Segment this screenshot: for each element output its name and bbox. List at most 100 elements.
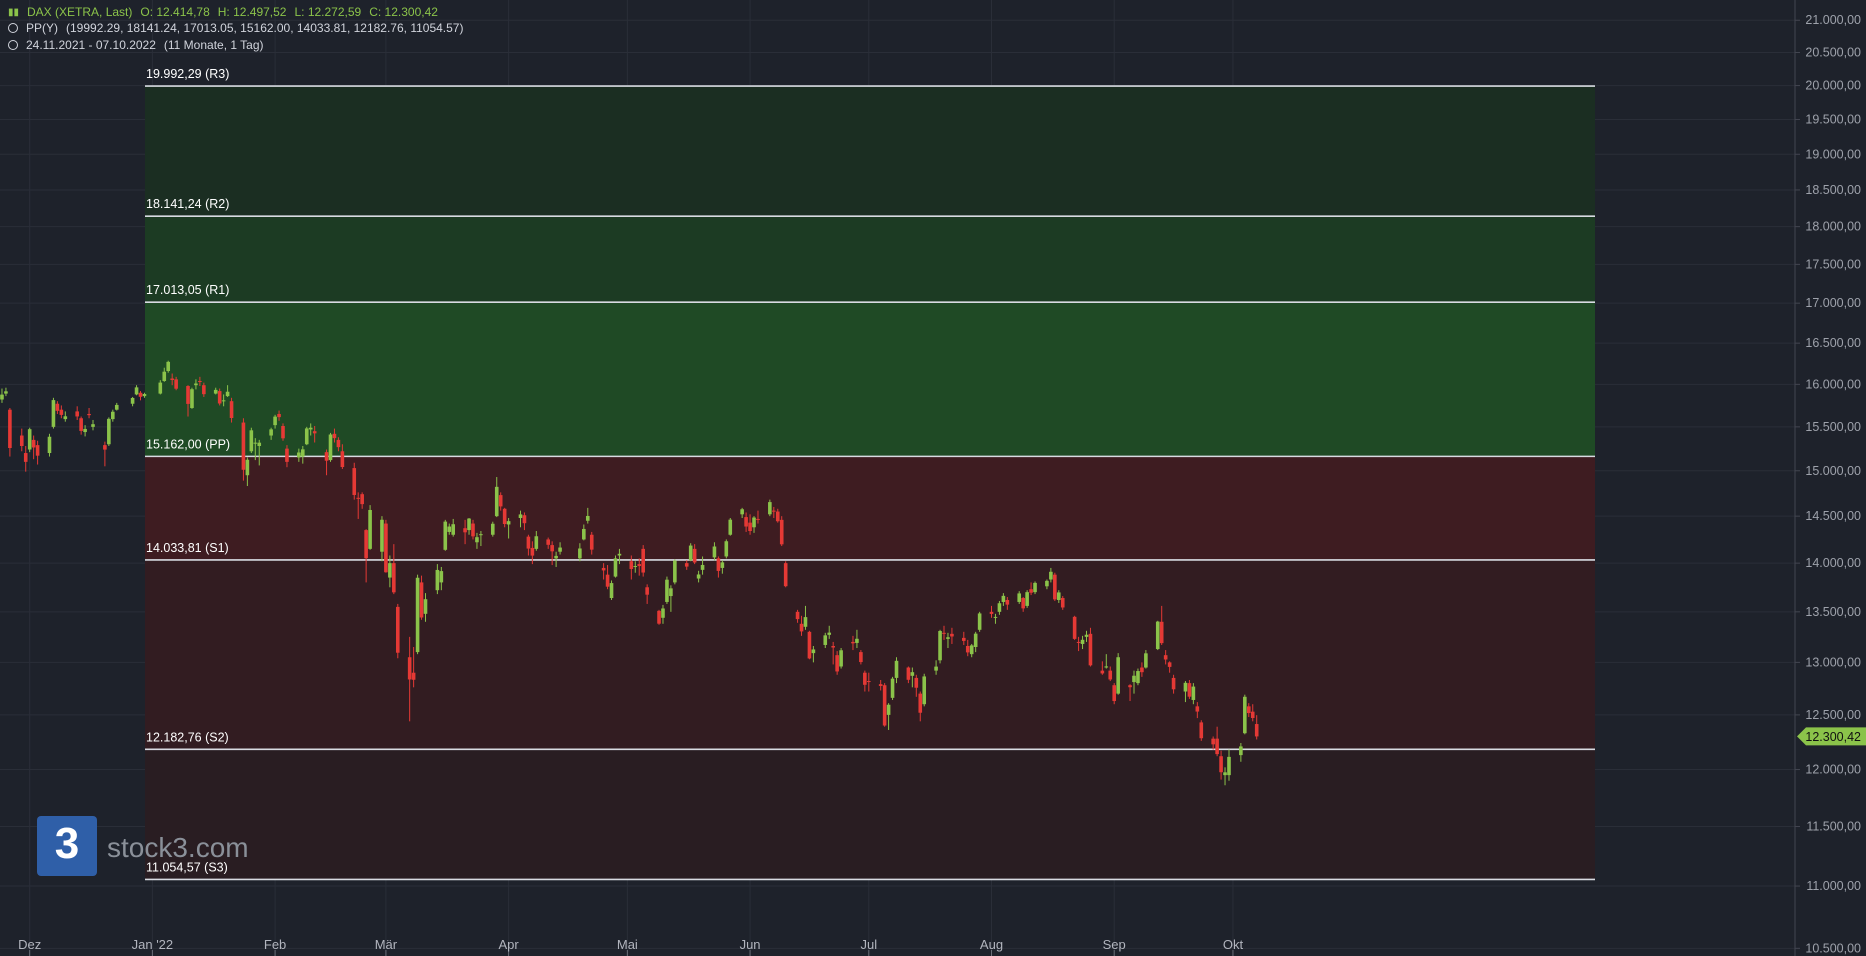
- candle-body: [779, 519, 784, 545]
- y-tick-label: 18.000,00: [1805, 220, 1861, 234]
- y-tick-label: 16.000,00: [1805, 377, 1861, 391]
- x-tick-label: Dez: [18, 937, 41, 952]
- candle-body: [130, 397, 135, 404]
- candle-body: [1223, 772, 1227, 776]
- candle-body: [748, 522, 752, 532]
- date-range: 24.11.2021 - 07.10.2022: [26, 38, 156, 52]
- candle-body: [451, 524, 456, 535]
- candle-body: [1108, 670, 1113, 680]
- duration: (11 Monate, 1 Tag): [163, 38, 264, 52]
- y-tick-label: 19.000,00: [1805, 147, 1861, 161]
- range-line: 24.11.2021 - 07.10.2022 (11 Monate, 1 Ta…: [8, 38, 264, 52]
- candle-body: [356, 497, 361, 499]
- candle-body: [724, 541, 729, 557]
- candle-body: [1254, 724, 1259, 737]
- candle-body: [1136, 671, 1140, 684]
- candle-body: [977, 613, 982, 630]
- candle-body: [894, 660, 899, 678]
- candle-body: [530, 547, 535, 556]
- candle-body: [1072, 616, 1077, 639]
- candle-body: [1199, 722, 1204, 739]
- candle-body: [1112, 685, 1117, 702]
- x-tick-label: Mai: [617, 937, 638, 952]
- candle-body: [534, 536, 539, 549]
- candle-body: [51, 400, 56, 427]
- candle-body: [229, 401, 234, 418]
- candle-body: [589, 534, 594, 550]
- y-tick-label: 20.000,00: [1805, 79, 1861, 93]
- y-tick-label: 19.500,00: [1805, 112, 1861, 126]
- candle-body: [328, 434, 333, 461]
- candle-body: [526, 536, 531, 549]
- candle-body: [859, 652, 863, 663]
- candle-body: [1025, 592, 1029, 606]
- candle-body: [221, 400, 226, 402]
- candle-body: [225, 391, 230, 397]
- y-tick-label: 15.000,00: [1805, 464, 1861, 478]
- candle-body: [1250, 711, 1255, 718]
- candle-body: [637, 564, 642, 567]
- candle-body: [1060, 598, 1065, 608]
- candle-body: [684, 563, 689, 567]
- candle-body: [4, 391, 8, 394]
- candle-body: [241, 422, 246, 470]
- candle-body: [304, 428, 309, 445]
- y-tick-label: 16.500,00: [1805, 336, 1861, 350]
- candle-body: [47, 436, 52, 454]
- candle-body: [312, 431, 317, 434]
- candle-body: [439, 571, 444, 583]
- candle-body: [114, 404, 119, 410]
- candle-body: [839, 650, 843, 667]
- candle-body: [435, 569, 440, 591]
- candle-body: [961, 637, 966, 641]
- candle-body: [1183, 682, 1188, 692]
- candle-body: [1191, 686, 1196, 700]
- y-tick-label: 18.500,00: [1805, 183, 1861, 197]
- candle-body: [918, 693, 923, 713]
- candle-body: [744, 517, 748, 527]
- candle-body: [1144, 653, 1148, 668]
- x-tick-label: Sep: [1103, 937, 1126, 952]
- candle-body: [1167, 662, 1172, 667]
- candle-body: [518, 514, 523, 519]
- candle-body: [1049, 571, 1053, 580]
- candle-body: [1033, 582, 1037, 593]
- candle-body: [332, 433, 337, 439]
- candle-body: [886, 704, 891, 715]
- candle-body: [166, 361, 171, 372]
- candle-body: [19, 435, 24, 446]
- chart-icon: ▮▮: [8, 6, 20, 18]
- candle-body: [669, 588, 673, 597]
- candle-body: [87, 413, 91, 416]
- candle-body: [692, 548, 697, 563]
- open: O: 12.414,78: [140, 5, 210, 19]
- candle-body: [882, 685, 887, 726]
- candle-body: [0, 394, 4, 400]
- low: L: 12.272,59: [294, 5, 362, 19]
- pivot-label: 15.162,00 (PP): [146, 437, 230, 451]
- pivot-zone: [145, 559, 1595, 750]
- candle-body: [419, 582, 424, 618]
- candle-body: [934, 666, 938, 671]
- candle-body: [336, 439, 341, 448]
- candle-body: [1017, 593, 1022, 602]
- candle-body: [502, 508, 507, 525]
- x-tick-label: Jul: [860, 937, 877, 952]
- candle-body: [756, 518, 760, 520]
- candle-body: [31, 439, 36, 448]
- x-tick-label: Apr: [498, 937, 519, 952]
- header-line: ▮▮ DAX (XETRA, Last) O: 12.414,78 H: 12.…: [8, 5, 438, 19]
- candle-body: [23, 453, 28, 462]
- candle-body: [605, 574, 610, 587]
- candle-body: [63, 416, 68, 420]
- candle-body: [811, 649, 816, 654]
- candle-body: [867, 681, 871, 683]
- candle-body: [1076, 641, 1081, 643]
- candle-body: [198, 381, 202, 383]
- candle-body: [103, 445, 107, 450]
- candle-body: [617, 553, 622, 556]
- candle-body: [194, 383, 198, 386]
- candle-body: [55, 403, 60, 411]
- candle-body: [783, 563, 788, 587]
